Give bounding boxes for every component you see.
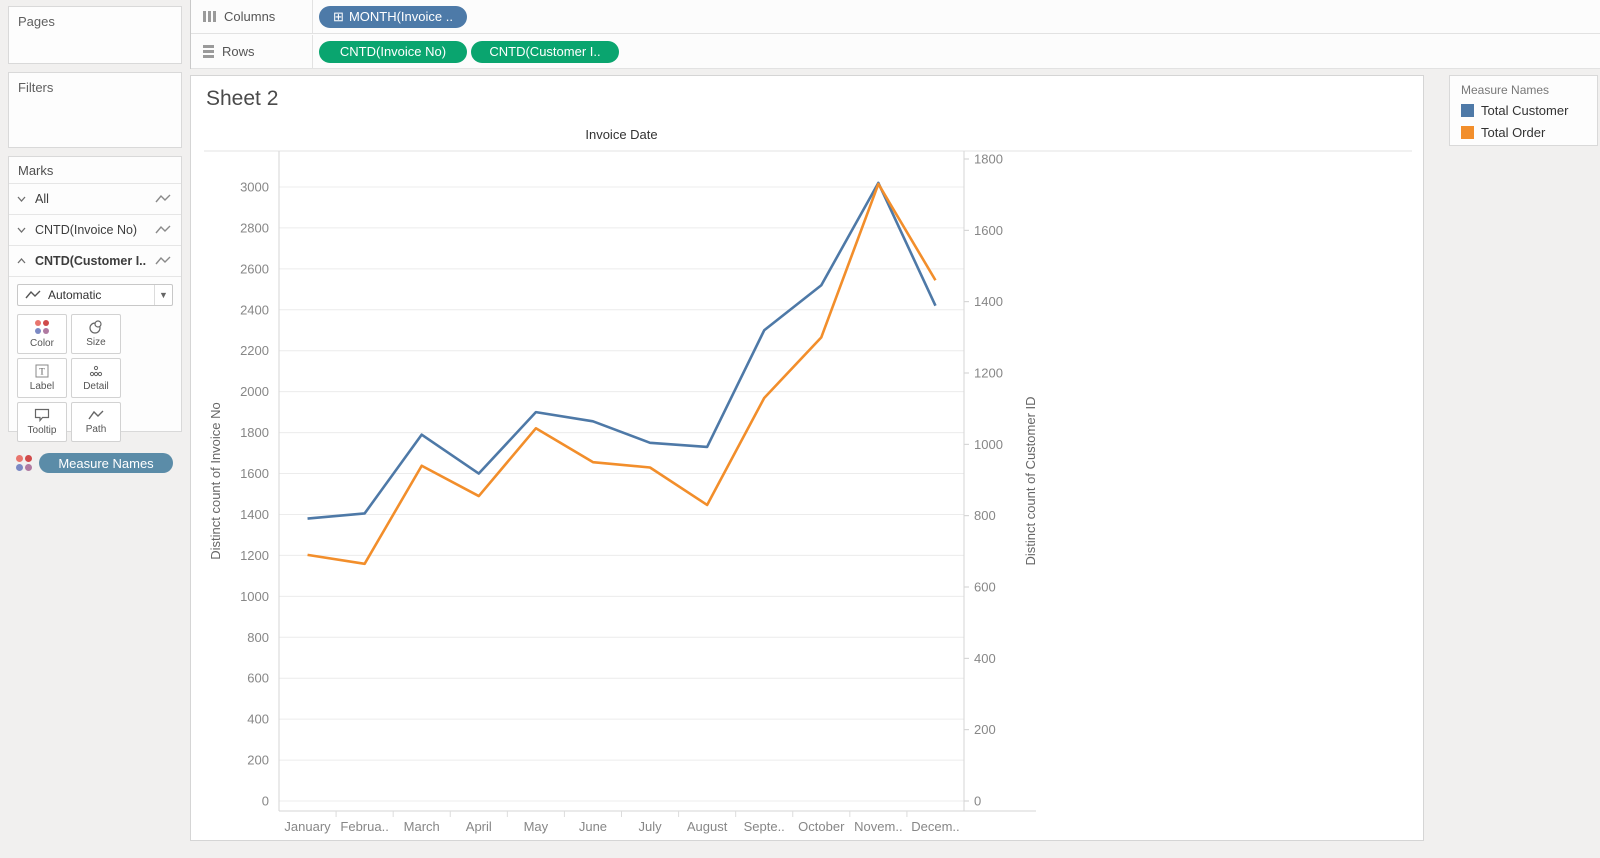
dropdown-caret-icon[interactable]: ▼	[154, 285, 172, 305]
left-axis-tick-label: 1600	[240, 466, 269, 481]
svg-text:T: T	[39, 367, 45, 377]
measure-names-legend: Measure Names Total Customer Total Order	[1449, 75, 1598, 146]
right-axis-tick-label: 400	[974, 651, 996, 666]
columns-shelf: Columns ⊞ MONTH(Invoice ..	[191, 0, 1600, 34]
left-axis-tick-label: 2000	[240, 384, 269, 399]
line-chart[interactable]: 0200400600800100012001400160018002000220…	[191, 76, 1423, 840]
line-mark-icon	[25, 290, 41, 299]
color-legend-icon	[16, 454, 33, 472]
pages-label: Pages	[18, 14, 55, 29]
rows-icon	[203, 45, 214, 58]
left-axis-tick-label: 1800	[240, 425, 269, 440]
left-axis-tick-label: 1200	[240, 548, 269, 563]
size-button[interactable]: Size	[71, 314, 121, 354]
right-axis-tick-label: 600	[974, 580, 996, 595]
legend-entry-total-order[interactable]: Total Order	[1450, 125, 1597, 147]
filters-shelf[interactable]: Filters	[8, 72, 182, 148]
x-axis-tick-label: August	[687, 819, 728, 834]
columns-icon	[203, 11, 216, 22]
left-axis-tick-label: 2400	[240, 302, 269, 317]
x-axis-tick-label: Septe..	[744, 819, 785, 834]
x-axis-tick-label: April	[466, 819, 492, 834]
chevron-up-icon[interactable]	[17, 258, 26, 264]
left-axis-tick-label: 200	[247, 753, 269, 768]
detail-button[interactable]: Detail	[71, 358, 121, 398]
left-axis-tick-label: 400	[247, 712, 269, 727]
line-mark-icon	[155, 256, 171, 265]
marks-layer-all[interactable]: All	[9, 184, 181, 215]
size-icon	[89, 320, 102, 334]
color-button[interactable]: Color	[17, 314, 67, 354]
marks-layer-cntd-customer-id[interactable]: CNTD(Customer I...	[9, 246, 181, 277]
x-axis-tick-label: Novem..	[854, 819, 902, 834]
rows-shelf: Rows CNTD(Invoice No) CNTD(Customer I..	[191, 35, 1600, 69]
pages-shelf[interactable]: Pages	[8, 6, 182, 64]
x-axis-tick-label: July	[638, 819, 662, 834]
left-axis-tick-label: 3000	[240, 180, 269, 195]
x-axis-tick-label: October	[798, 819, 845, 834]
series-line-total-customer[interactable]	[307, 181, 937, 520]
x-axis-tick-label: January	[284, 819, 331, 834]
chevron-down-icon[interactable]	[17, 196, 26, 202]
left-axis-tick-label: 0	[262, 794, 269, 809]
right-axis-tick-label: 1200	[974, 366, 1003, 381]
marks-title: Marks	[9, 157, 181, 184]
pill-measure-names[interactable]: Measure Names	[39, 453, 173, 473]
legend-swatch-blue	[1461, 104, 1474, 117]
path-icon	[88, 410, 104, 420]
left-axis-tick-label: 2200	[240, 343, 269, 358]
x-axis-tick-label: March	[404, 819, 440, 834]
x-axis-tick-label: June	[579, 819, 607, 834]
right-axis-tick-label: 1800	[974, 152, 1003, 167]
rows-shelf-label: Rows	[222, 44, 255, 59]
marks-card: Marks All CNTD(Invoice No) CNTD(Customer…	[8, 156, 182, 473]
mark-type-dropdown[interactable]: Automatic ▼	[17, 284, 173, 306]
x-axis-tick-label: Februa..	[340, 819, 388, 834]
worksheet-view: Sheet 2 Invoice Date Distinct count of I…	[190, 75, 1424, 841]
x-axis-tick-label: Decem..	[911, 819, 959, 834]
left-axis-tick-label: 1400	[240, 507, 269, 522]
right-axis-tick-label: 0	[974, 794, 981, 809]
legend-swatch-orange	[1461, 126, 1474, 139]
left-axis-tick-label: 2600	[240, 261, 269, 276]
pill-cntd-invoice-no[interactable]: CNTD(Invoice No)	[319, 40, 467, 63]
series-line-total-order[interactable]	[307, 182, 937, 566]
right-axis-tick-label: 1000	[974, 437, 1003, 452]
right-axis-tick-label: 1400	[974, 294, 1003, 309]
left-axis-tick-label: 600	[247, 671, 269, 686]
label-icon: T	[35, 364, 49, 378]
rows-shelf-label-cell: Rows	[191, 35, 313, 68]
color-icon	[34, 319, 50, 335]
path-button[interactable]: Path	[71, 402, 121, 442]
shelf-area: Columns ⊞ MONTH(Invoice .. Rows CNTD(Inv…	[190, 0, 1600, 69]
columns-shelf-label: Columns	[224, 9, 276, 24]
right-axis-tick-label: 200	[974, 722, 996, 737]
column-field-header[interactable]: Invoice Date	[585, 127, 658, 142]
label-button[interactable]: T Label	[17, 358, 67, 398]
columns-shelf-label-cell: Columns	[191, 0, 313, 33]
pill-month-invoice-date[interactable]: ⊞ MONTH(Invoice ..	[319, 5, 467, 28]
sheet-title: Sheet 2	[206, 87, 279, 110]
right-axis-tick-label: 1600	[974, 223, 1003, 238]
tooltip-icon	[34, 408, 50, 422]
line-mark-icon	[155, 225, 171, 234]
legend-title: Measure Names	[1461, 83, 1550, 97]
marks-layer-cntd-invoice-no[interactable]: CNTD(Invoice No)	[9, 215, 181, 246]
right-axis-tick-label: 800	[974, 508, 996, 523]
chevron-down-icon[interactable]	[17, 227, 26, 233]
filters-label: Filters	[18, 80, 54, 95]
detail-icon	[89, 365, 103, 377]
left-axis-tick-label: 2800	[240, 220, 269, 235]
left-axis-tick-label: 800	[247, 630, 269, 645]
pill-cntd-customer-id[interactable]: CNTD(Customer I..	[471, 40, 619, 63]
line-mark-icon	[155, 194, 171, 203]
legend-entry-total-customer[interactable]: Total Customer	[1450, 103, 1597, 125]
plus-box-icon[interactable]: ⊞	[333, 9, 344, 24]
tooltip-button[interactable]: Tooltip	[17, 402, 67, 442]
left-axis-tick-label: 1000	[240, 589, 269, 604]
x-axis-tick-label: May	[524, 819, 549, 834]
